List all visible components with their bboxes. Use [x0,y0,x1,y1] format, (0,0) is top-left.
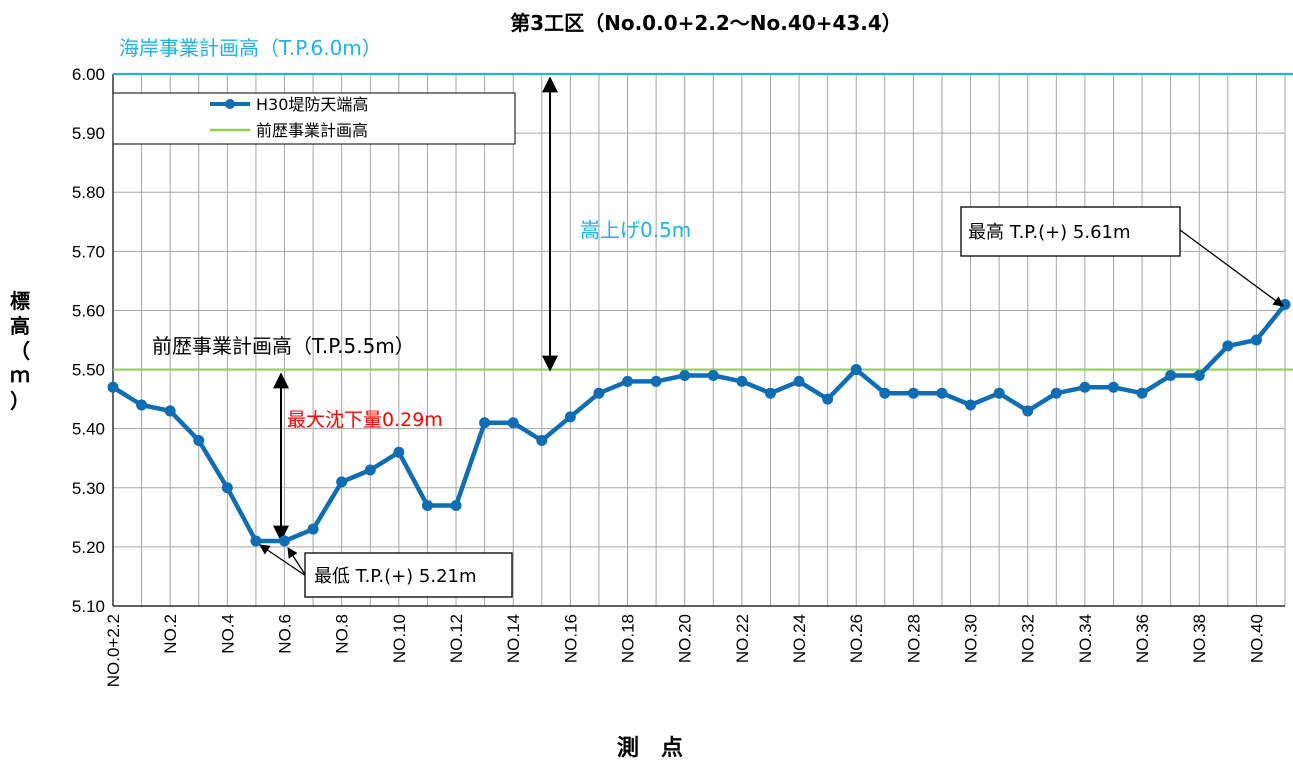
data-point [479,417,491,429]
x-tick-label: NO.32 [1019,614,1038,663]
x-tick-label: NO.0+2.2 [104,614,123,687]
y-axis-label-char: ｍ [10,363,30,387]
x-axis-label: 測 点 [617,735,683,761]
data-point [250,535,262,547]
x-tick-label: NO.28 [904,614,923,663]
data-point [1250,334,1262,346]
highest-callout-text: 最高 T.P.(+) 5.61m [968,222,1131,243]
data-point [650,375,662,387]
data-point [164,405,176,417]
data-point [421,500,433,512]
x-tick-label: NO.40 [1247,614,1266,663]
x-tick-label: NO.24 [790,614,809,663]
legend-marker-h30 [225,99,235,109]
y-tick-label: 5.60 [72,301,105,320]
y-tick-label: 5.70 [72,242,105,261]
y-axis-label: 標 高 （ ｍ ） [10,289,30,413]
data-point [822,393,834,405]
y-tick-label: 5.80 [72,183,105,202]
x-tick-label: NO.38 [1190,614,1209,663]
data-point [679,369,691,381]
x-tick-label: NO.36 [1133,614,1152,663]
y-axis-ticks: 5.10 5.20 5.30 5.40 5.50 5.60 5.70 5.80 5.90 6.00 [72,65,105,616]
series-h30 [107,299,1291,547]
data-point [564,411,576,423]
y-axis-label-char: 標 [10,289,30,313]
data-point [936,387,948,399]
data-point [307,523,319,535]
legend: H30堤防天端高 前歴事業計画高 [112,92,516,145]
data-point [1222,340,1234,352]
y-tick-label: 5.30 [72,479,105,498]
reference-lines [113,72,1293,371]
data-point [850,364,862,376]
data-point [507,417,519,429]
data-point [1022,405,1034,417]
lowest-callout-text: 最低 T.P.(+) 5.21m [314,566,477,587]
data-point [965,399,977,411]
data-point [107,381,119,393]
y-axis-label-char: ） [10,389,30,413]
chart-title: 第3工区（No.0.0+2.2～No.40+43.4） [510,11,902,35]
x-tick-label: NO.20 [676,614,695,663]
data-point [1107,381,1119,393]
data-point [707,369,719,381]
x-axis-ticks: NO.0+2.2 NO.2 NO.4 NO.6 NO.8 NO.10 NO.12 NO.14 N… [104,614,1266,687]
data-point [393,446,405,458]
x-tick-label: NO.14 [504,614,523,663]
data-point [764,387,776,399]
data-point [1165,369,1177,381]
data-point [993,387,1005,399]
highest-callout: 最高 T.P.(+) 5.61m [960,206,1284,307]
x-tick-label: NO.10 [390,614,409,663]
data-point [1136,387,1148,399]
y-tick-label: 5.50 [72,361,105,380]
x-tick-label: NO.26 [847,614,866,663]
data-point [879,387,891,399]
x-tick-label: NO.18 [619,614,638,663]
data-point [622,375,634,387]
data-point [364,464,376,476]
max-settle-annotation: 最大沈下量0.29m [287,409,443,431]
coast-plan-height-label: 海岸事業計画高（T.P.6.0m） [119,36,382,60]
data-point [221,482,233,494]
lowest-callout: 最低 T.P.(+) 5.21m [259,544,513,598]
raise-annotation: 嵩上げ0.5m [580,218,691,242]
data-point [450,500,462,512]
prior-plan-height-label: 前歴事業計画高（T.P.5.5m） [152,334,415,358]
data-point [1079,381,1091,393]
x-tick-label: NO.30 [962,614,981,663]
y-tick-label: 5.20 [72,538,105,557]
y-tick-label: 5.90 [72,124,105,143]
legend-label-h30: H30堤防天端高 [256,95,368,114]
x-tick-label: NO.34 [1076,614,1095,663]
x-tick-label: NO.12 [447,614,466,663]
y-axis-label-char: （ [10,339,30,363]
data-point [336,476,348,488]
x-tick-label: NO.4 [218,614,237,654]
data-point [136,399,148,411]
x-tick-label: NO.8 [333,614,352,654]
data-point [536,434,548,446]
y-tick-label: 5.10 [72,597,105,616]
y-tick-label: 6.00 [72,65,105,84]
y-axis-label-char: 高 [10,314,30,338]
data-point [279,535,291,547]
data-point [593,387,605,399]
data-point [1050,387,1062,399]
x-tick-label: NO.2 [161,614,180,654]
data-point [736,375,748,387]
data-point [793,375,805,387]
y-tick-label: 5.40 [72,420,105,439]
data-point [1193,369,1205,381]
x-tick-label: NO.6 [276,614,295,654]
data-point [907,387,919,399]
legend-label-prior: 前歴事業計画高 [256,121,368,140]
x-tick-label: NO.22 [733,614,752,663]
x-tick-label: NO.16 [561,614,580,663]
data-point [193,434,205,446]
